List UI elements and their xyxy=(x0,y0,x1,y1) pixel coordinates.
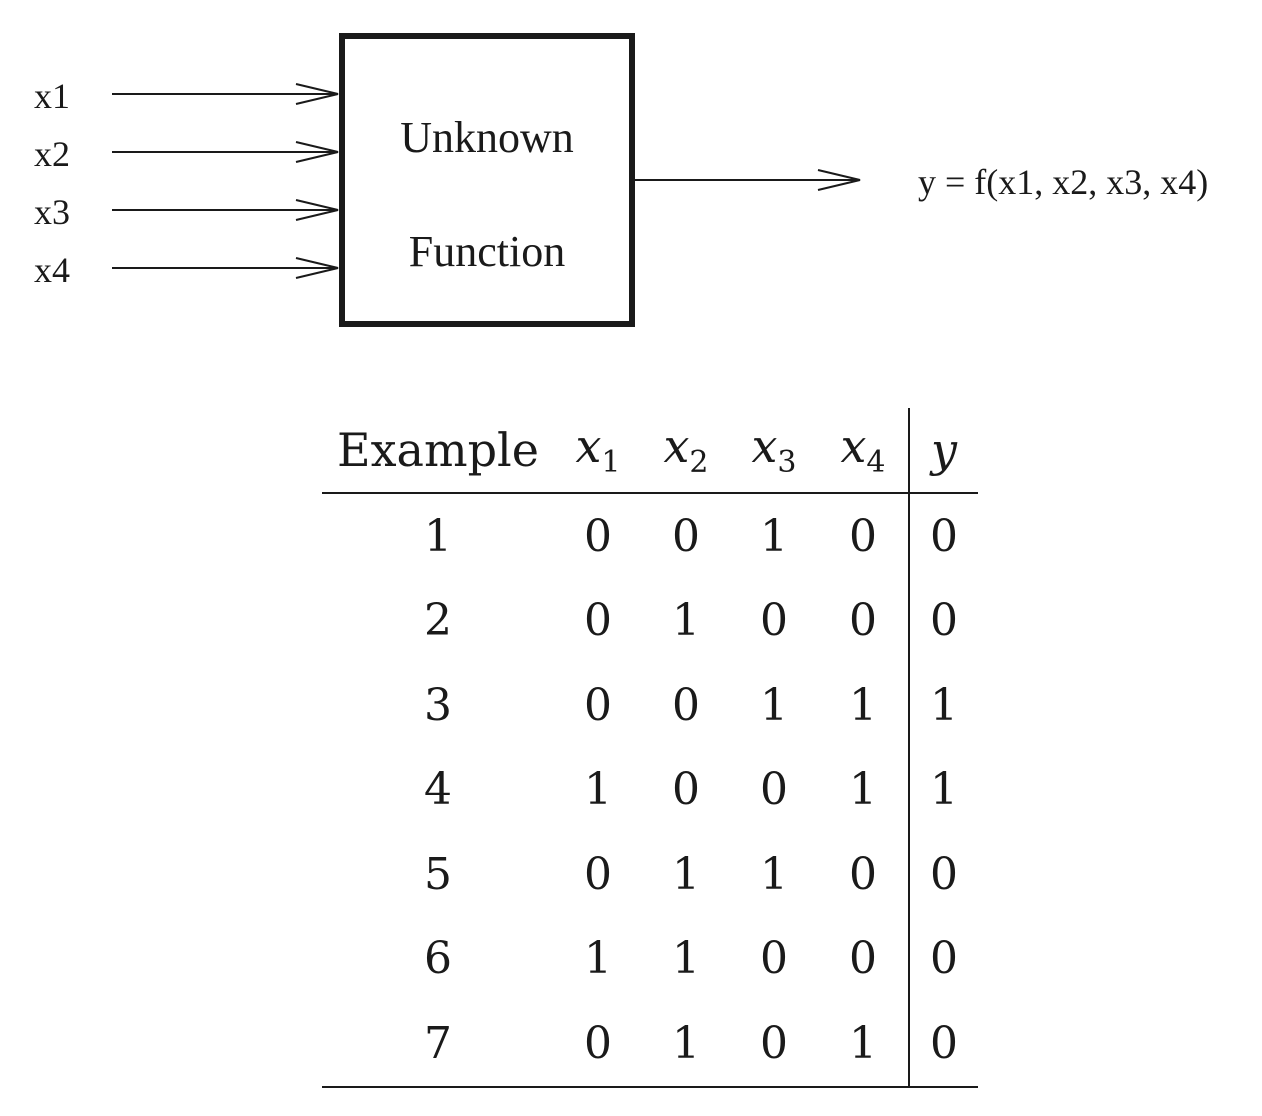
cell-x3: 0 xyxy=(760,764,788,816)
cell-y: 0 xyxy=(908,493,978,579)
cell-x1: 1 xyxy=(584,764,612,816)
cell-example: 4 xyxy=(424,764,452,816)
cell-x1: 0 xyxy=(554,1001,642,1088)
input-arrow-x3 xyxy=(112,199,339,221)
header-x3: x3 xyxy=(730,408,818,494)
cell-x2: 0 xyxy=(672,510,700,562)
cell-y: 0 xyxy=(908,1001,978,1088)
cell-x4: 1 xyxy=(849,764,877,816)
cell-x1: 1 xyxy=(584,933,612,985)
cell-x2: 1 xyxy=(672,933,700,985)
cell-example: 1 xyxy=(424,510,452,562)
header-y: y xyxy=(908,408,978,494)
cell-example: 5 xyxy=(424,848,452,900)
table-row: 3 0 0 1 1 1 xyxy=(322,663,978,748)
cell-example: 6 xyxy=(424,933,452,985)
box-label-line1: Unknown xyxy=(400,113,574,162)
header-x2: x2 xyxy=(642,408,730,494)
header-example: Example xyxy=(322,408,554,494)
unknown-function-box xyxy=(339,33,635,327)
cell-y: 1 xyxy=(908,747,978,832)
input-label-x3: x3 xyxy=(34,192,70,232)
table-row: 5 0 1 1 0 0 xyxy=(322,832,978,917)
cell-x2: 1 xyxy=(672,595,700,647)
table-row: 6 1 1 0 0 0 xyxy=(322,916,978,1001)
header-x1: x1 xyxy=(554,408,642,494)
cell-example: 7 xyxy=(322,1001,554,1088)
cell-x1: 0 xyxy=(584,595,612,647)
cell-example: 3 xyxy=(424,679,452,731)
input-label-x2: x2 xyxy=(34,134,70,174)
cell-x4: 0 xyxy=(849,510,877,562)
cell-x4: 0 xyxy=(849,933,877,985)
cell-y: 0 xyxy=(908,832,978,917)
input-arrow-x4 xyxy=(112,257,339,279)
cell-x3: 0 xyxy=(760,595,788,647)
examples-table: Example x1 x2 x3 x4 y 1 0 0 1 0 0 2 0 1 … xyxy=(322,408,978,1088)
input-arrow-x1 xyxy=(112,83,339,105)
cell-example: 2 xyxy=(424,595,452,647)
cell-x4: 0 xyxy=(849,595,877,647)
input-label-x4: x4 xyxy=(34,250,70,290)
cell-x3: 1 xyxy=(760,510,788,562)
function-block-diagram: x1 x2 x3 x4 Unknown Function y = f(x1, x… xyxy=(34,33,1208,327)
cell-x2: 1 xyxy=(642,1001,730,1088)
table-row: 2 0 1 0 0 0 xyxy=(322,578,978,663)
cell-y: 1 xyxy=(908,663,978,748)
table-row: 4 1 0 0 1 1 xyxy=(322,747,978,832)
cell-x1: 0 xyxy=(584,510,612,562)
box-label-line2: Function xyxy=(409,227,565,276)
input-label-x1: x1 xyxy=(34,76,70,116)
cell-y: 0 xyxy=(908,578,978,663)
cell-x1: 0 xyxy=(584,679,612,731)
table-row: 1 0 0 1 0 0 xyxy=(322,493,978,579)
cell-x1: 0 xyxy=(584,848,612,900)
cell-x3: 0 xyxy=(760,933,788,985)
cell-x2: 0 xyxy=(672,679,700,731)
cell-x4: 0 xyxy=(849,848,877,900)
cell-x4: 1 xyxy=(818,1001,909,1088)
cell-x3: 1 xyxy=(760,679,788,731)
cell-y: 0 xyxy=(908,916,978,1001)
cell-x3: 0 xyxy=(730,1001,818,1088)
input-arrow-x2 xyxy=(112,141,339,163)
output-equation: y = f(x1, x2, x3, x4) xyxy=(918,162,1208,202)
cell-x2: 1 xyxy=(672,848,700,900)
header-x4: x4 xyxy=(818,408,909,494)
cell-x3: 1 xyxy=(760,848,788,900)
cell-x4: 1 xyxy=(849,679,877,731)
cell-x2: 0 xyxy=(672,764,700,816)
table-header-row: Example x1 x2 x3 x4 y xyxy=(322,408,978,494)
output-arrow xyxy=(634,169,861,191)
table-row: 7 0 1 0 1 0 xyxy=(322,1001,978,1088)
